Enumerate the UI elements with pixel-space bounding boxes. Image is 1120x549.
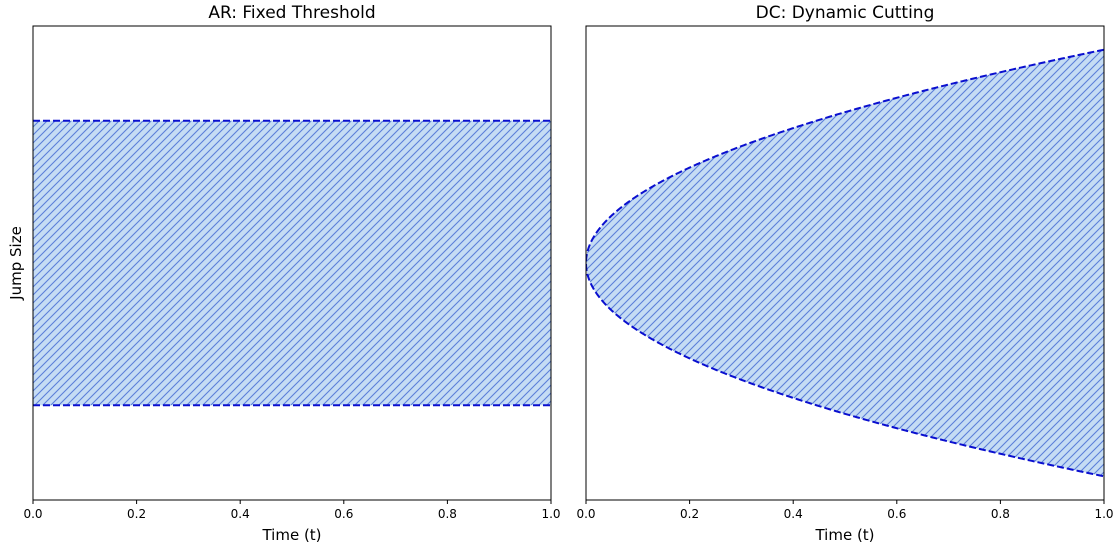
axes-frame-left	[32, 25, 552, 501]
x-tick-label: 0.0	[23, 507, 42, 521]
x-tick-label: 0.8	[438, 507, 457, 521]
chart-title-right: DC: Dynamic Cutting	[756, 3, 935, 23]
x-tick-label: 0.0	[576, 507, 595, 521]
x-tick-label: 0.2	[680, 507, 699, 521]
axes-frame-right	[585, 25, 1105, 501]
panel-right: DC: Dynamic Cutting 0.0 0.2 0.4 0.6 0.8 1.0 T…	[576, 3, 1113, 544]
dynamic-envelope-edge	[586, 48, 1104, 478]
x-axis-label-left: Time (t)	[261, 526, 321, 544]
x-ticks-right: 0.0 0.2 0.4 0.6 0.8 1.0	[576, 500, 1114, 521]
x-tick-label: 1.0	[541, 507, 560, 521]
x-tick-label: 0.8	[991, 507, 1010, 521]
dynamic-envelope-hatch	[586, 49, 1104, 477]
panel-left: AR: Fixed Threshold 0.0 0.2 0.4 0.6 0.8 1.0 T…	[7, 3, 561, 544]
chart-title-left: AR: Fixed Threshold	[208, 3, 375, 23]
x-axis-label-right: Time (t)	[814, 526, 874, 544]
x-tick-label: 0.6	[887, 507, 906, 521]
x-tick-label: 0.4	[784, 507, 803, 521]
x-ticks-left: 0.0 0.2 0.4 0.6 0.8 1.0	[23, 500, 561, 521]
y-axis-label: Jump Size	[7, 226, 25, 301]
x-tick-label: 0.4	[231, 507, 250, 521]
x-tick-label: 0.6	[334, 507, 353, 521]
x-tick-label: 1.0	[1094, 507, 1113, 521]
x-tick-label: 0.2	[127, 507, 146, 521]
threshold-band-hatch	[33, 120, 551, 406]
